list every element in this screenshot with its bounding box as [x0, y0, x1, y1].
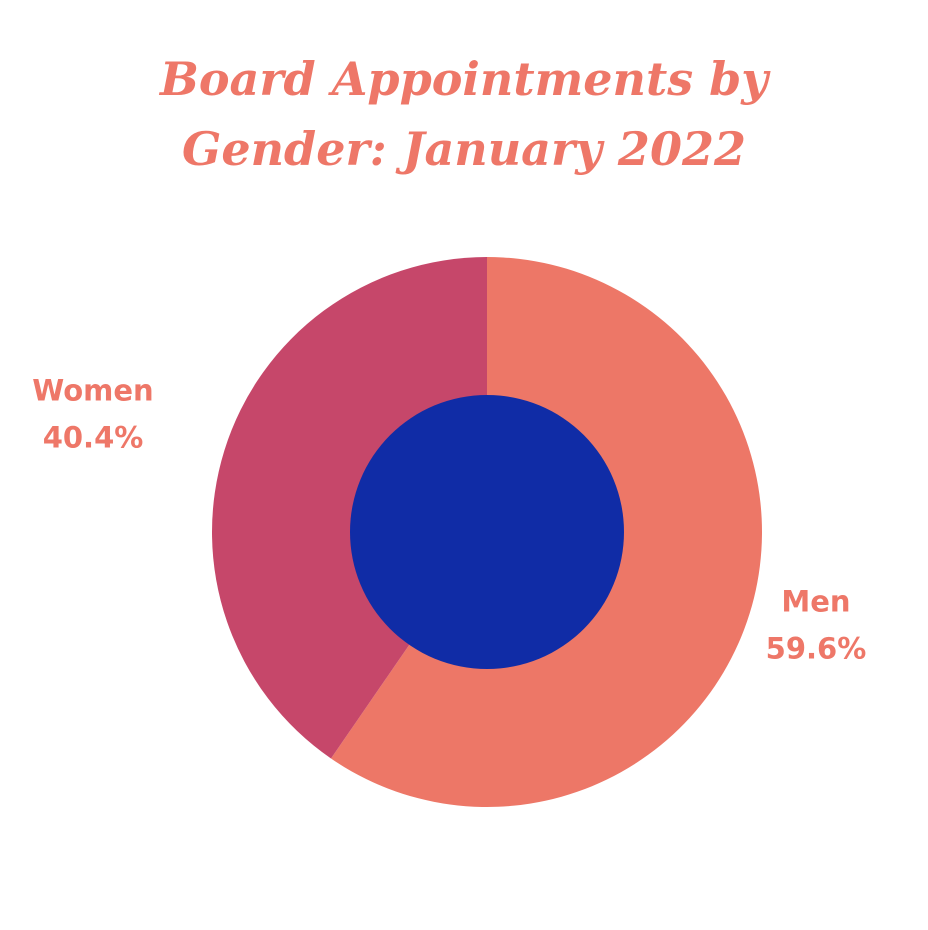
slice-label: Men — [781, 584, 850, 618]
chart-title: Board Appointments by Gender: January 20… — [159, 52, 769, 176]
slice-label: Women — [32, 374, 153, 408]
donut-hole — [350, 395, 624, 669]
slice-value-label: 59.6% — [766, 631, 867, 665]
slice-value-label: 40.4% — [43, 421, 144, 455]
pie-slice — [212, 257, 487, 759]
